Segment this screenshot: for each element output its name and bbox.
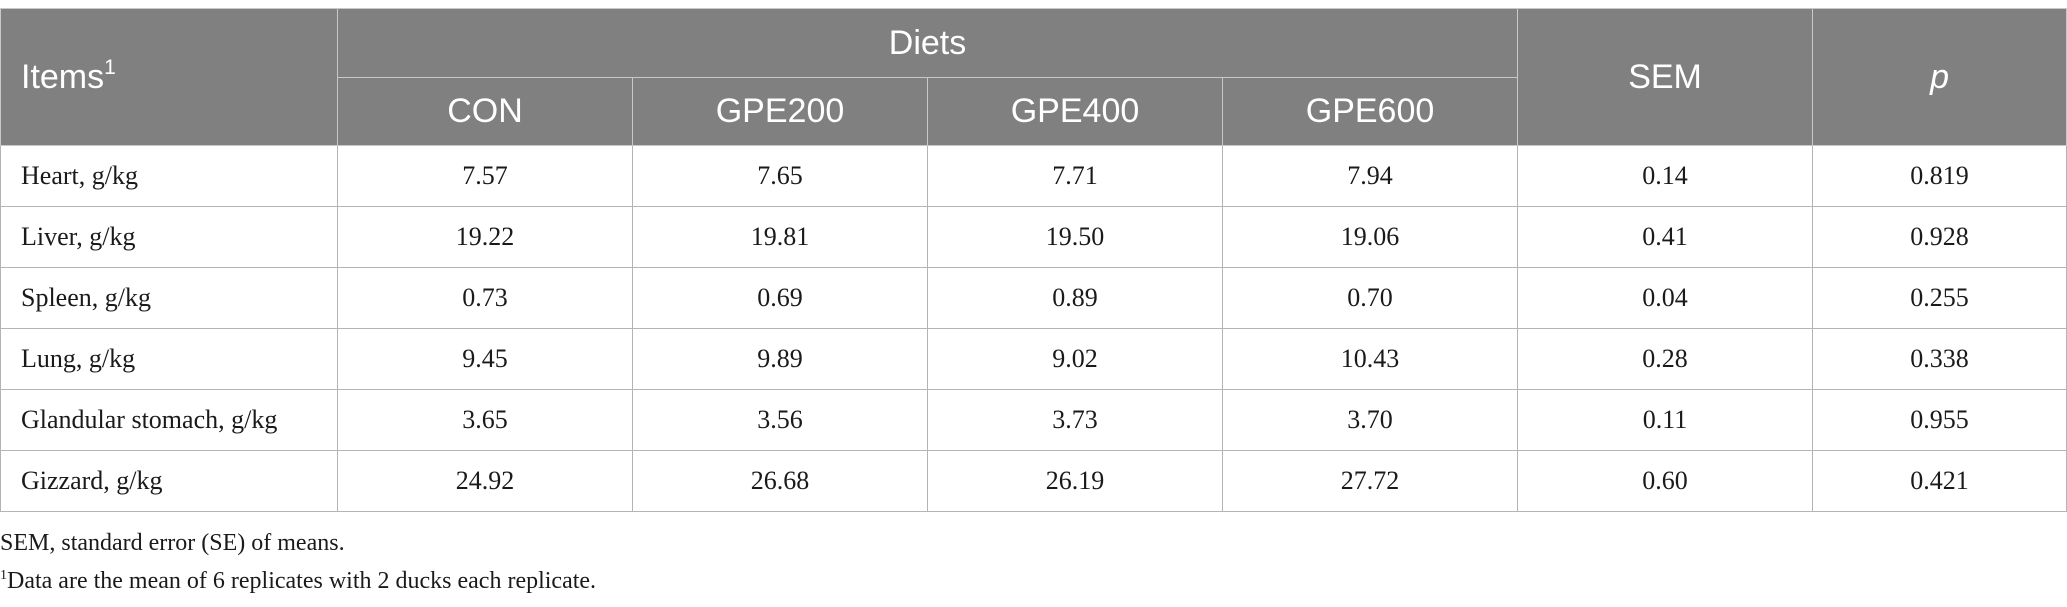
table-cell: 9.02 — [927, 328, 1223, 390]
data-footnote: 1Data are the mean of 6 replicates with … — [0, 562, 596, 600]
table-cell: 0.69 — [632, 267, 928, 329]
sem-column-header: SEM — [1517, 8, 1814, 146]
table-cell: 19.50 — [927, 206, 1223, 268]
row-label: Glandular stomach, g/kg — [0, 389, 338, 451]
table-row: Glandular stomach, g/kg 3.65 3.56 3.73 3… — [0, 389, 2067, 451]
table-cell: 7.94 — [1221, 145, 1519, 207]
diets-group-header: Diets — [336, 8, 1519, 78]
sem-cell: 0.60 — [1517, 450, 1814, 512]
table-cell: 9.45 — [337, 328, 633, 390]
row-label: Spleen, g/kg — [0, 267, 338, 329]
p-value-cell: 0.421 — [1812, 450, 2067, 512]
p-value-cell: 0.819 — [1812, 145, 2067, 207]
table-cell: 7.65 — [632, 145, 928, 207]
table-cell: 3.56 — [632, 389, 928, 451]
table-body: Heart, g/kg 7.57 7.65 7.71 7.94 0.14 0.8… — [0, 145, 2067, 512]
sem-cell: 0.28 — [1517, 328, 1814, 390]
items-column-header: Items1 — [0, 8, 338, 146]
table-header: Items1 Diets SEM p CON GPE200 GPE400 GPE… — [0, 8, 2067, 146]
table-row: Liver, g/kg 19.22 19.81 19.50 19.06 0.41… — [0, 206, 2067, 268]
sem-cell: 0.11 — [1517, 389, 1814, 451]
organ-index-table: Items1 Diets SEM p CON GPE200 GPE400 GPE… — [0, 8, 2067, 512]
diet-column-header: GPE600 — [1221, 77, 1519, 146]
diet-column-header: GPE400 — [927, 77, 1223, 146]
p-value-cell: 0.338 — [1812, 328, 2067, 390]
table-cell: 10.43 — [1221, 328, 1519, 390]
p-value-cell: 0.955 — [1812, 389, 2067, 451]
table-cell: 19.81 — [632, 206, 928, 268]
table-cell: 0.73 — [337, 267, 633, 329]
sem-cell: 0.41 — [1517, 206, 1814, 268]
row-label: Lung, g/kg — [0, 328, 338, 390]
table-cell: 27.72 — [1221, 450, 1519, 512]
p-value-column-header: p — [1812, 8, 2067, 146]
diet-column-header: GPE200 — [632, 77, 928, 146]
table-cell: 0.70 — [1221, 267, 1519, 329]
table-cell: 7.71 — [927, 145, 1223, 207]
footnote-text: Data are the mean of 6 replicates with 2… — [7, 568, 597, 594]
items-header-label: Items — [21, 57, 105, 96]
row-label: Liver, g/kg — [0, 206, 338, 268]
diet-column-header: CON — [337, 77, 633, 146]
table-cell: 19.06 — [1221, 206, 1519, 268]
row-label: Gizzard, g/kg — [0, 450, 338, 512]
data-table-container: Items1 Diets SEM p CON GPE200 GPE400 GPE… — [0, 8, 2067, 512]
row-label: Heart, g/kg — [0, 145, 338, 207]
table-row: Gizzard, g/kg 24.92 26.68 26.19 27.72 0.… — [0, 450, 2067, 512]
p-value-cell: 0.255 — [1812, 267, 2067, 329]
table-cell: 3.70 — [1221, 389, 1519, 451]
table-cell: 7.57 — [337, 145, 633, 207]
p-value-cell: 0.928 — [1812, 206, 2067, 268]
table-cell: 26.68 — [632, 450, 928, 512]
sem-cell: 0.14 — [1517, 145, 1814, 207]
items-header-footnote-marker: 1 — [104, 55, 116, 79]
table-cell: 9.89 — [632, 328, 928, 390]
sem-cell: 0.04 — [1517, 267, 1814, 329]
table-row: Lung, g/kg 9.45 9.89 9.02 10.43 0.28 0.3… — [0, 328, 2067, 390]
footnote-marker: 1 — [0, 568, 7, 583]
sem-footnote: SEM, standard error (SE) of means. — [0, 530, 345, 556]
table-row: Spleen, g/kg 0.73 0.69 0.89 0.70 0.04 0.… — [0, 267, 2067, 329]
table-cell: 3.73 — [927, 389, 1223, 451]
table-cell: 19.22 — [337, 206, 633, 268]
table-cell: 24.92 — [337, 450, 633, 512]
table-cell: 0.89 — [927, 267, 1223, 329]
table-cell: 3.65 — [337, 389, 633, 451]
table-footnotes: SEM, standard error (SE) of means. 1Data… — [0, 524, 596, 600]
table-row: Heart, g/kg 7.57 7.65 7.71 7.94 0.14 0.8… — [0, 145, 2067, 207]
table-cell: 26.19 — [927, 450, 1223, 512]
